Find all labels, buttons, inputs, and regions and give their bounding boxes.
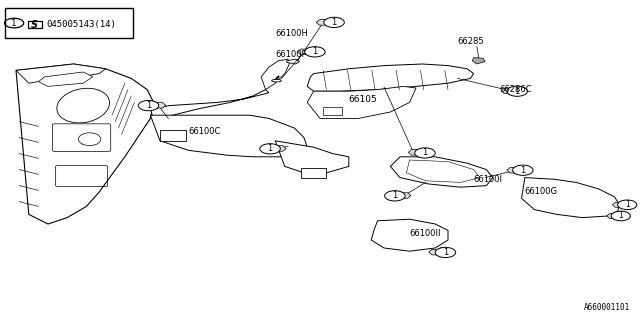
Text: 1: 1 — [618, 212, 623, 220]
Polygon shape — [307, 64, 474, 91]
Polygon shape — [501, 88, 514, 94]
Circle shape — [385, 191, 405, 201]
Polygon shape — [273, 146, 286, 151]
Circle shape — [507, 86, 527, 96]
Text: 66100G: 66100G — [525, 188, 558, 196]
Text: S: S — [31, 20, 38, 30]
Polygon shape — [287, 59, 300, 64]
Polygon shape — [316, 20, 329, 25]
Polygon shape — [275, 141, 349, 173]
Text: 66286C: 66286C — [499, 85, 532, 94]
Circle shape — [618, 200, 637, 210]
Polygon shape — [38, 72, 93, 86]
Circle shape — [260, 144, 280, 154]
Ellipse shape — [272, 79, 282, 82]
Text: 66100I: 66100I — [474, 175, 502, 184]
Text: 1: 1 — [268, 144, 273, 153]
Circle shape — [138, 100, 159, 111]
Text: 1: 1 — [520, 166, 525, 175]
Polygon shape — [298, 49, 310, 55]
Polygon shape — [522, 178, 620, 218]
Text: 1: 1 — [312, 47, 317, 56]
Polygon shape — [398, 193, 411, 198]
Circle shape — [435, 247, 456, 258]
Text: 1: 1 — [12, 19, 17, 28]
Polygon shape — [429, 249, 442, 255]
Text: 66105: 66105 — [349, 95, 378, 104]
Polygon shape — [16, 64, 154, 224]
Circle shape — [415, 148, 435, 158]
Text: 66285: 66285 — [458, 37, 484, 46]
Circle shape — [611, 211, 630, 221]
Text: 1: 1 — [392, 191, 397, 200]
Polygon shape — [16, 64, 106, 83]
Circle shape — [513, 165, 533, 175]
Text: 045005143(14): 045005143(14) — [47, 20, 116, 29]
Polygon shape — [507, 167, 520, 173]
Text: 1: 1 — [443, 248, 448, 257]
Text: 1: 1 — [515, 87, 520, 96]
Polygon shape — [261, 59, 289, 90]
Text: 66100F: 66100F — [275, 50, 307, 59]
Circle shape — [305, 47, 325, 57]
Polygon shape — [307, 86, 416, 118]
Polygon shape — [607, 213, 618, 219]
Text: 1: 1 — [146, 101, 151, 110]
Text: 66100C: 66100C — [189, 127, 221, 136]
Polygon shape — [301, 168, 326, 178]
Polygon shape — [612, 202, 624, 207]
Polygon shape — [406, 160, 480, 182]
Polygon shape — [472, 58, 485, 64]
Text: 1: 1 — [625, 200, 630, 209]
Text: 1: 1 — [422, 148, 428, 157]
Text: 1: 1 — [332, 18, 337, 27]
Polygon shape — [150, 90, 269, 120]
Polygon shape — [160, 130, 186, 141]
Polygon shape — [390, 157, 493, 187]
Text: 66100II: 66100II — [410, 229, 441, 238]
Polygon shape — [323, 107, 342, 115]
Text: 66100H: 66100H — [275, 29, 308, 38]
Polygon shape — [408, 149, 421, 155]
Polygon shape — [150, 115, 307, 157]
Polygon shape — [371, 219, 448, 251]
Polygon shape — [153, 102, 166, 108]
Text: A660001101: A660001101 — [584, 303, 630, 312]
Circle shape — [324, 17, 344, 28]
